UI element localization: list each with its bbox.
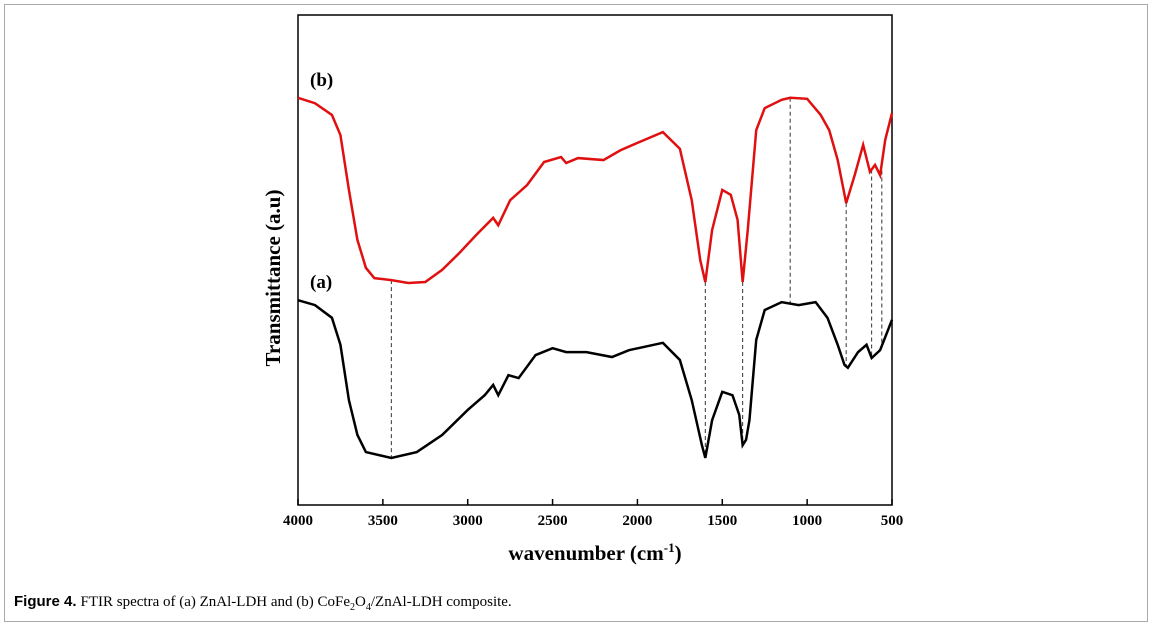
series-label: (b) bbox=[310, 70, 333, 91]
x-tick-label: 4000 bbox=[283, 513, 313, 529]
series-label: (a) bbox=[310, 272, 332, 293]
series-line bbox=[297, 298, 894, 460]
caption-label: Figure 4. bbox=[14, 593, 77, 610]
x-label-text: ) bbox=[675, 541, 682, 565]
x-tick-label: 2000 bbox=[622, 513, 652, 529]
x-tick-label: 3500 bbox=[368, 513, 398, 529]
x-tick-label: 3000 bbox=[453, 513, 483, 529]
caption: Figure 4. FTIR spectra of (a) ZnAl-LDH an… bbox=[14, 593, 512, 613]
x-axis-label: wavenumber (cm-1) bbox=[508, 540, 681, 565]
x-tick-label: 2500 bbox=[538, 513, 568, 529]
plot-frame bbox=[297, 14, 893, 506]
caption-sub: 4 bbox=[366, 602, 371, 613]
x-tick-label: 500 bbox=[881, 513, 904, 529]
caption-text: FTIR spectra of (a) ZnAl-LDH and (b) CoF… bbox=[81, 594, 351, 610]
caption-text: O bbox=[355, 594, 366, 610]
x-tick-label: 1500 bbox=[707, 513, 737, 529]
x-label-text: wavenumber (cm bbox=[508, 541, 664, 565]
series-line bbox=[297, 96, 894, 285]
x-label-sup: -1 bbox=[664, 540, 675, 555]
caption-text: /ZnAl-LDH composite. bbox=[371, 594, 512, 610]
caption-sub: 2 bbox=[350, 602, 355, 613]
figure-frame bbox=[4, 4, 1148, 622]
y-axis-label: Transmittance (a.u) bbox=[261, 190, 285, 367]
x-tick-label: 1000 bbox=[792, 513, 822, 529]
